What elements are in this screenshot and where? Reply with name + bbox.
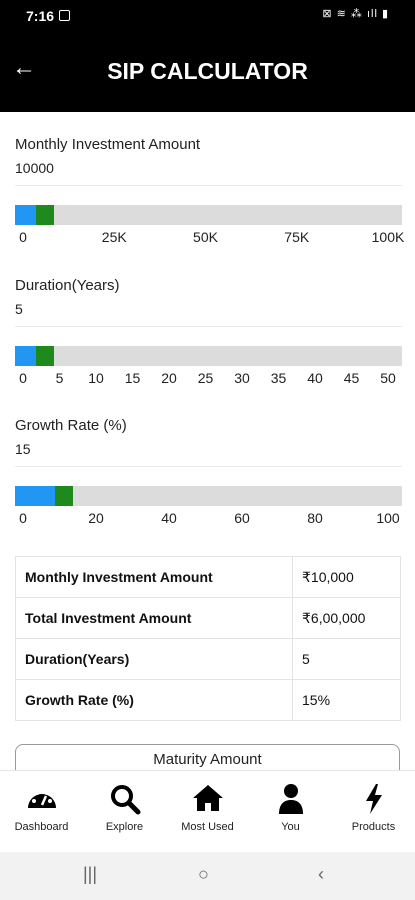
tick-label: 30 [234,370,250,386]
nav-explore[interactable]: Explore [83,771,166,853]
nav-label: Explore [105,821,144,833]
tick-label: 50 [380,370,396,386]
tick-label: 45 [343,370,360,386]
summary-key: Monthly Investment Amount [15,556,293,598]
tick-label: 5 [55,370,64,386]
divider [15,466,402,467]
tick-label: 20 [161,370,177,386]
nav-dashboard[interactable]: Dashboard [0,771,83,853]
growth-rate-ticks: 0 20 40 60 80 100 [15,510,402,528]
tick-label: 25 [197,370,214,386]
tick-label: 40 [307,370,323,386]
duration-ticks: 0 5 10 15 20 25 30 35 40 45 50 [15,370,402,388]
growth-rate-label: Growth Rate (%) [15,417,127,434]
tick-label: 80 [307,510,323,526]
monthly-investment-ticks: 0 25K 50K 75K 100K [15,229,405,247]
table-row: Total Investment Amount ₹6,00,000 [15,597,401,639]
nav-label: Dashboard [14,821,69,833]
slider-thumb[interactable] [36,205,54,225]
table-row: Monthly Investment Amount ₹10,000 [15,556,401,598]
tick-label: 0 [19,229,27,245]
app-header: ← SIP CALCULATOR [0,32,415,112]
monthly-investment-label: Monthly Investment Amount [15,136,201,153]
summary-value: 15% [292,679,401,721]
monthly-investment-value[interactable]: 10000 [15,160,54,176]
summary-key: Duration(Years) [15,638,293,680]
dashboard-gauge-icon [0,783,83,817]
tick-label: 20 [88,510,104,526]
divider [15,326,402,327]
search-icon [83,783,166,817]
duration-slider[interactable] [15,346,402,366]
slider-fill [15,205,38,225]
divider [15,185,402,186]
back-arrow-icon[interactable]: ← [12,54,36,81]
back-button[interactable]: ‹ [318,864,324,884]
tick-label: 0 [19,510,27,526]
tick-label: 0 [19,370,27,386]
maturity-amount-button[interactable]: Maturity Amount [15,744,400,770]
tick-label: 25K [101,229,127,245]
tick-label: 15 [124,370,141,386]
slider-fill [15,346,38,366]
tick-label: 75K [284,229,310,245]
summary-key: Growth Rate (%) [15,679,293,721]
home-button[interactable]: ○ [198,864,209,884]
lightning-icon [332,783,415,817]
summary-value: ₹6,00,000 [292,597,401,639]
tick-label: 40 [161,510,177,526]
duration-label: Duration(Years) [15,277,120,294]
home-icon [166,783,249,817]
table-row: Growth Rate (%) 15% [15,679,401,721]
tick-label: 35 [270,370,287,386]
nav-label: Most Used [181,821,234,833]
calculator-content[interactable]: Monthly Investment Amount 10000 0 25K 50K 7… [0,112,415,770]
table-row: Duration(Years) 5 [15,638,401,680]
status-bar: 7:16 ⊠ ≋ ⁂ ıll ▮ [0,0,415,32]
person-icon [249,783,332,817]
image-notification-icon [59,10,70,21]
summary-value: 5 [292,638,401,680]
nav-products[interactable]: Products [332,771,415,853]
summary-value: ₹10,000 [292,556,401,598]
growth-rate-value[interactable]: 15 [15,441,31,457]
slider-fill [15,486,57,506]
system-status-icons: ⊠ ≋ ⁂ ıll ▮ [322,8,389,20]
tick-label: 100 [376,510,400,526]
growth-rate-slider[interactable] [15,486,402,506]
tick-label: 60 [234,510,250,526]
recents-button[interactable]: ||| [83,864,98,884]
tick-label: 100K [371,229,405,245]
duration-value[interactable]: 5 [15,301,23,317]
page-title: SIP CALCULATOR [107,58,308,84]
summary-key: Total Investment Amount [15,597,293,639]
tick-label: 50K [193,229,218,245]
nav-label: You [281,821,300,833]
bottom-navigation: Dashboard Explore Most Used You Products [0,770,415,853]
system-navigation-bar: ||| ○ ‹ [0,852,415,900]
summary-table: Monthly Investment Amount ₹10,000 Total … [15,556,401,721]
nav-most-used[interactable]: Most Used [166,771,249,853]
status-time: 7:16 [26,8,55,24]
slider-thumb[interactable] [36,346,54,366]
nav-you[interactable]: You [249,771,332,853]
monthly-investment-slider[interactable] [15,205,402,225]
slider-thumb[interactable] [55,486,73,506]
tick-label: 10 [88,370,104,386]
nav-label: Products [351,821,396,833]
